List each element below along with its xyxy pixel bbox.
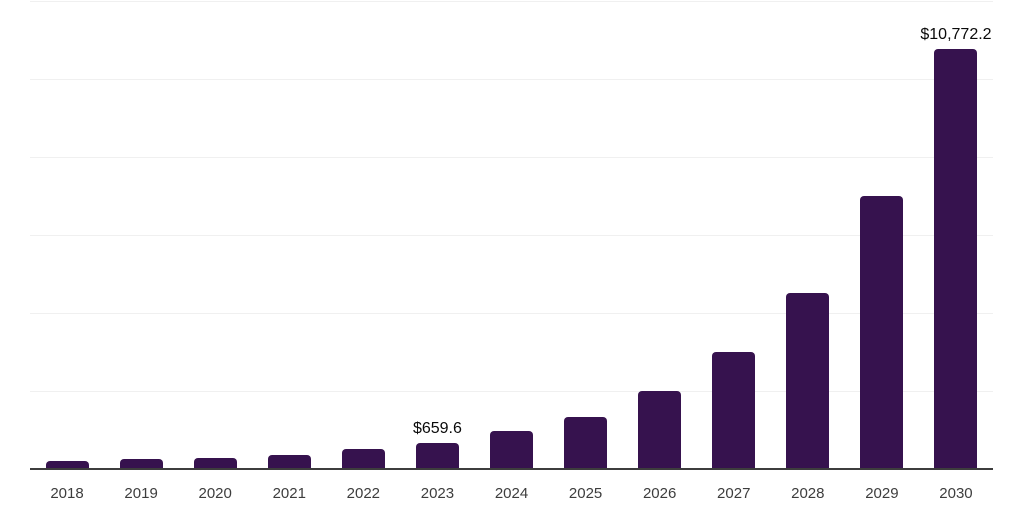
value-label-2023: $659.6 [412,420,462,438]
bar-2021 [267,455,311,469]
bar-2019 [119,459,163,469]
bar-2027 [712,352,756,469]
bar-2018 [45,461,89,469]
bar-slot-2026 [623,1,697,469]
bar-slot-2025 [549,1,623,469]
x-tick-label-2020: 2020 [198,485,232,502]
plot-area: $659.6 $10,772.2 [30,1,993,470]
bar-2024 [490,430,533,469]
bar-slot-2022 [326,1,400,469]
bar-slot-2019 [104,1,178,469]
bar-2022 [341,449,385,469]
gridline-8000 [30,157,993,158]
bar-slot-2018 [30,1,104,469]
bar-slot-2020 [178,1,252,469]
x-tick-label-2026: 2026 [642,485,677,502]
bar-2029 [860,196,904,469]
x-tick-label-2019: 2019 [124,485,158,502]
bar-2028 [786,292,830,469]
gridline-2000 [30,391,993,392]
gridline-4000 [30,313,993,314]
x-axis-line [30,468,993,470]
value-label-2030: $10,772.2 [920,25,992,43]
x-tick-label-2022: 2022 [346,485,381,502]
bar-slot-2029 [845,1,919,469]
bar-slot-2024 [474,1,548,469]
bar-slot-2021 [252,1,326,469]
x-tick-label-2025: 2025 [568,485,603,502]
x-tick-label-2027: 2027 [717,485,751,502]
x-axis-labels: 2018 2019 2020 2021 2022 2023 2024 2025 2026 2027… [30,484,993,503]
bar-2030 [934,48,978,469]
bar-slot-2030: $10,772.2 [919,1,993,469]
bar-2023 [415,443,459,469]
bar-2026 [638,390,682,469]
gridline-6000 [30,235,993,236]
gridline-10000 [30,79,993,80]
bar-slot-2027 [697,1,771,469]
x-tick-label-2030: 2030 [939,485,973,502]
x-tick-label-2029: 2029 [865,485,899,502]
bar-2025 [564,417,608,469]
bar-2020 [193,457,237,469]
x-tick-label-2024: 2024 [494,485,529,502]
bar-slot-2023: $659.6 [400,1,474,469]
bar-slot-2028 [771,1,845,469]
gridline-12000 [30,1,993,2]
x-tick-label-2028: 2028 [791,485,825,502]
x-tick-label-2018: 2018 [50,485,84,502]
x-tick-label-2021: 2021 [272,485,306,502]
x-tick-label-2023: 2023 [420,485,455,502]
bars-row: $659.6 $10,772.2 [30,1,993,469]
